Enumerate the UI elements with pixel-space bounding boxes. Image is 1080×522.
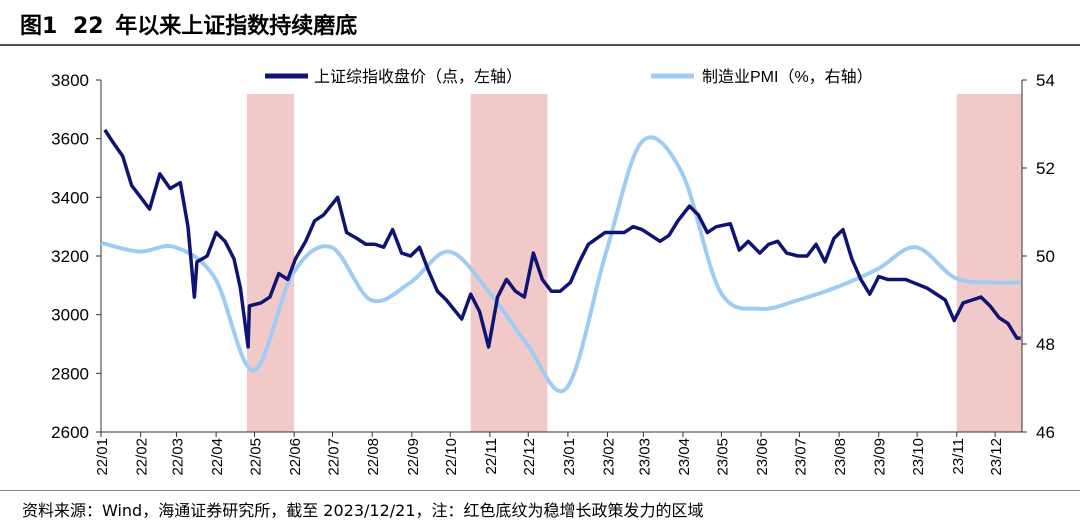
x-tick-label: 22/01 xyxy=(94,438,111,476)
x-tick-label: 22/08 xyxy=(365,438,382,476)
axes: 2600 2800 3000 3200 3400 3600 3800 46 48 50 52 54 22… xyxy=(51,71,1055,476)
title-divider xyxy=(0,44,1080,46)
left-tick-label: 3200 xyxy=(51,247,89,266)
left-tick-label: 3000 xyxy=(51,306,89,325)
x-tick-label: 23/09 xyxy=(872,438,889,476)
legend: 上证综指收盘价（点，左轴） 制造业PMI（%，右轴） xyxy=(265,67,873,86)
shaded-period-3 xyxy=(956,94,1022,432)
right-tick-label: 54 xyxy=(1036,71,1055,90)
left-tick-label: 3600 xyxy=(51,130,89,149)
x-tick-label: 22/05 xyxy=(248,438,265,476)
x-tick-label: 22/04 xyxy=(209,438,226,476)
left-tick-label: 2800 xyxy=(51,364,89,383)
left-tick-label: 3800 xyxy=(51,71,89,90)
x-tick-label: 23/12 xyxy=(988,438,1005,476)
pmi-line xyxy=(100,135,1021,393)
x-tick-label: 22/12 xyxy=(521,438,538,476)
figure-title: 图1 22 年以来上证指数持续磨底 xyxy=(20,8,357,40)
footer-divider xyxy=(0,490,1080,491)
x-tick-label: 23/07 xyxy=(792,438,809,476)
x-tick-label: 22/07 xyxy=(326,438,343,476)
x-tick-label: 23/11 xyxy=(950,438,967,474)
x-tick-label: 23/06 xyxy=(754,438,771,476)
shaded-period-2 xyxy=(470,94,548,432)
x-tick-label: 22/03 xyxy=(169,438,186,476)
x-tick-label: 23/08 xyxy=(832,438,849,476)
figure-label: 图1 xyxy=(20,14,58,39)
source-note: 资料来源：Wind，海通证券研究所，截至 2023/12/21，注：红色底纹为稳… xyxy=(22,501,704,520)
right-tick-label: 48 xyxy=(1036,335,1055,354)
x-tick-label: 22/11 xyxy=(483,438,500,474)
x-tick-label: 23/03 xyxy=(636,438,653,476)
right-tick-label: 50 xyxy=(1036,247,1055,266)
left-tick-label: 2600 xyxy=(51,423,89,442)
x-tick-label: 22/02 xyxy=(134,438,151,476)
x-tick-label: 23/05 xyxy=(714,438,731,476)
sse-index-line xyxy=(103,128,1021,349)
legend-label-index: 上证综指收盘价（点，左轴） xyxy=(314,67,522,86)
right-tick-label: 52 xyxy=(1036,159,1055,178)
x-tick-label: 23/02 xyxy=(601,438,618,476)
figure-title-text: 年以来上证指数持续磨底 xyxy=(115,14,358,39)
x-tick-label: 22/09 xyxy=(405,438,422,476)
figure-year: 22 xyxy=(72,14,104,39)
right-tick-label: 46 xyxy=(1036,423,1055,442)
x-tick-label: 23/01 xyxy=(561,438,578,476)
left-tick-label: 3400 xyxy=(51,188,89,207)
chart-svg: 2600 2800 3000 3200 3400 3600 3800 46 48 50 52 54 22… xyxy=(51,67,1055,476)
series-lines xyxy=(100,128,1021,393)
shaded-period-1 xyxy=(246,94,295,432)
x-tick-label: 23/10 xyxy=(910,438,927,476)
x-tick-label: 22/06 xyxy=(287,438,304,476)
legend-label-pmi: 制造业PMI（%，右轴） xyxy=(702,68,873,86)
x-tick-label: 22/10 xyxy=(443,438,460,476)
shaded-periods xyxy=(246,94,1022,432)
x-tick-label: 23/04 xyxy=(676,438,693,476)
